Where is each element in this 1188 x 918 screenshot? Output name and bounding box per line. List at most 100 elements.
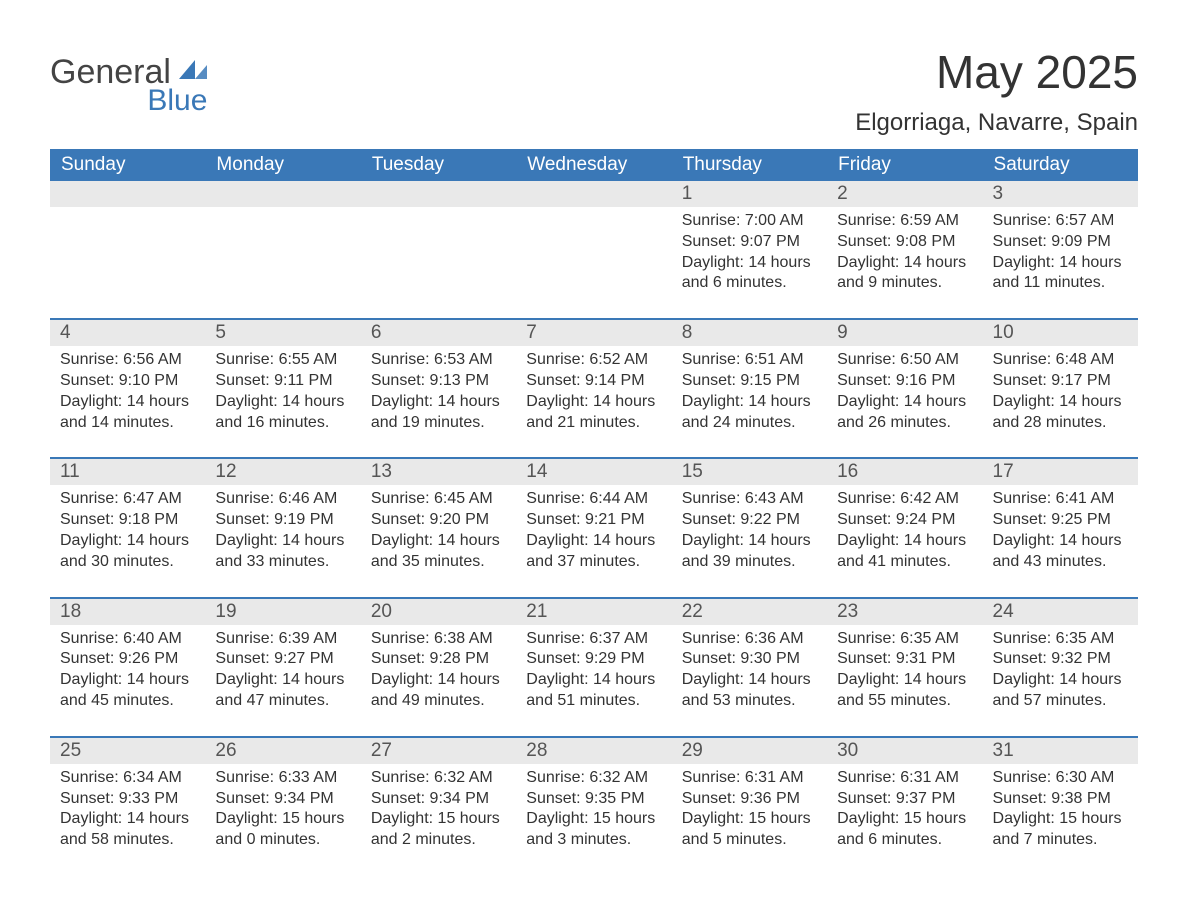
calendar-day: 5Sunrise: 6:55 AMSunset: 9:11 PMDaylight… bbox=[205, 320, 360, 439]
day-body: Sunrise: 6:40 AMSunset: 9:26 PMDaylight:… bbox=[50, 625, 205, 718]
sunset-line: Sunset: 9:27 PM bbox=[215, 649, 350, 670]
sunrise-line: Sunrise: 6:51 AM bbox=[682, 350, 817, 371]
day-body: Sunrise: 6:48 AMSunset: 9:17 PMDaylight:… bbox=[983, 346, 1138, 439]
sunset-line: Sunset: 9:09 PM bbox=[993, 232, 1128, 253]
calendar-day: 2Sunrise: 6:59 AMSunset: 9:08 PMDaylight… bbox=[827, 181, 982, 300]
day-body: Sunrise: 6:42 AMSunset: 9:24 PMDaylight:… bbox=[827, 485, 982, 578]
day-body: Sunrise: 6:44 AMSunset: 9:21 PMDaylight:… bbox=[516, 485, 671, 578]
daylight-line: Daylight: 14 hours and 45 minutes. bbox=[60, 670, 195, 712]
daylight-line: Daylight: 14 hours and 47 minutes. bbox=[215, 670, 350, 712]
day-number: 11 bbox=[50, 459, 205, 485]
daylight-line: Daylight: 14 hours and 51 minutes. bbox=[526, 670, 661, 712]
weekday-header: Wednesday bbox=[516, 149, 671, 181]
logo-triangle-icon bbox=[179, 57, 209, 84]
daylight-line: Daylight: 14 hours and 19 minutes. bbox=[371, 392, 506, 434]
sunset-line: Sunset: 9:37 PM bbox=[837, 789, 972, 810]
sunset-line: Sunset: 9:22 PM bbox=[682, 510, 817, 531]
day-body: Sunrise: 6:51 AMSunset: 9:15 PMDaylight:… bbox=[672, 346, 827, 439]
calendar-day: 4Sunrise: 6:56 AMSunset: 9:10 PMDaylight… bbox=[50, 320, 205, 439]
sunset-line: Sunset: 9:29 PM bbox=[526, 649, 661, 670]
sunset-line: Sunset: 9:10 PM bbox=[60, 371, 195, 392]
day-number: 21 bbox=[516, 599, 671, 625]
sunrise-line: Sunrise: 6:45 AM bbox=[371, 489, 506, 510]
day-body: Sunrise: 6:50 AMSunset: 9:16 PMDaylight:… bbox=[827, 346, 982, 439]
sunset-line: Sunset: 9:35 PM bbox=[526, 789, 661, 810]
sunrise-line: Sunrise: 6:53 AM bbox=[371, 350, 506, 371]
header: General Blue May 2025 Elgorriaga, Navarr… bbox=[50, 45, 1138, 137]
daylight-line: Daylight: 14 hours and 58 minutes. bbox=[60, 809, 195, 851]
weekday-header: Tuesday bbox=[361, 149, 516, 181]
sunrise-line: Sunrise: 6:40 AM bbox=[60, 629, 195, 650]
daylight-line: Daylight: 14 hours and 14 minutes. bbox=[60, 392, 195, 434]
calendar-day: 26Sunrise: 6:33 AMSunset: 9:34 PMDayligh… bbox=[205, 738, 360, 857]
calendar-day: 22Sunrise: 6:36 AMSunset: 9:30 PMDayligh… bbox=[672, 599, 827, 718]
daylight-line: Daylight: 14 hours and 49 minutes. bbox=[371, 670, 506, 712]
daylight-line: Daylight: 14 hours and 30 minutes. bbox=[60, 531, 195, 573]
day-number: 26 bbox=[205, 738, 360, 764]
calendar-week: 25Sunrise: 6:34 AMSunset: 9:33 PMDayligh… bbox=[50, 736, 1138, 857]
sunset-line: Sunset: 9:07 PM bbox=[682, 232, 817, 253]
calendar-day: 28Sunrise: 6:32 AMSunset: 9:35 PMDayligh… bbox=[516, 738, 671, 857]
day-body: Sunrise: 6:45 AMSunset: 9:20 PMDaylight:… bbox=[361, 485, 516, 578]
calendar-day: 23Sunrise: 6:35 AMSunset: 9:31 PMDayligh… bbox=[827, 599, 982, 718]
sunset-line: Sunset: 9:38 PM bbox=[993, 789, 1128, 810]
day-number: 14 bbox=[516, 459, 671, 485]
calendar: SundayMondayTuesdayWednesdayThursdayFrid… bbox=[50, 149, 1138, 857]
day-number: 2 bbox=[827, 181, 982, 207]
calendar-day: 3Sunrise: 6:57 AMSunset: 9:09 PMDaylight… bbox=[983, 181, 1138, 300]
calendar-day: 6Sunrise: 6:53 AMSunset: 9:13 PMDaylight… bbox=[361, 320, 516, 439]
logo: General Blue bbox=[50, 45, 209, 118]
sunrise-line: Sunrise: 6:34 AM bbox=[60, 768, 195, 789]
daylight-line: Daylight: 14 hours and 11 minutes. bbox=[993, 253, 1128, 295]
sunset-line: Sunset: 9:08 PM bbox=[837, 232, 972, 253]
calendar-week: ....1Sunrise: 7:00 AMSunset: 9:07 PMDayl… bbox=[50, 181, 1138, 300]
sunset-line: Sunset: 9:34 PM bbox=[371, 789, 506, 810]
day-number: 16 bbox=[827, 459, 982, 485]
sunset-line: Sunset: 9:21 PM bbox=[526, 510, 661, 531]
sunrise-line: Sunrise: 6:48 AM bbox=[993, 350, 1128, 371]
sunrise-line: Sunrise: 6:32 AM bbox=[526, 768, 661, 789]
daylight-line: Daylight: 14 hours and 24 minutes. bbox=[682, 392, 817, 434]
calendar-day: 31Sunrise: 6:30 AMSunset: 9:38 PMDayligh… bbox=[983, 738, 1138, 857]
day-number: 13 bbox=[361, 459, 516, 485]
day-number: 9 bbox=[827, 320, 982, 346]
day-number: 29 bbox=[672, 738, 827, 764]
day-body: Sunrise: 6:35 AMSunset: 9:31 PMDaylight:… bbox=[827, 625, 982, 718]
sunset-line: Sunset: 9:26 PM bbox=[60, 649, 195, 670]
day-number: 19 bbox=[205, 599, 360, 625]
day-number: . bbox=[516, 181, 671, 207]
calendar-day: . bbox=[516, 181, 671, 300]
calendar-day: 25Sunrise: 6:34 AMSunset: 9:33 PMDayligh… bbox=[50, 738, 205, 857]
day-number: 17 bbox=[983, 459, 1138, 485]
sunset-line: Sunset: 9:28 PM bbox=[371, 649, 506, 670]
day-number: 22 bbox=[672, 599, 827, 625]
day-number: 30 bbox=[827, 738, 982, 764]
daylight-line: Daylight: 14 hours and 53 minutes. bbox=[682, 670, 817, 712]
daylight-line: Daylight: 14 hours and 26 minutes. bbox=[837, 392, 972, 434]
calendar-day: 21Sunrise: 6:37 AMSunset: 9:29 PMDayligh… bbox=[516, 599, 671, 718]
calendar-day: 19Sunrise: 6:39 AMSunset: 9:27 PMDayligh… bbox=[205, 599, 360, 718]
weekday-header-row: SundayMondayTuesdayWednesdayThursdayFrid… bbox=[50, 149, 1138, 181]
daylight-line: Daylight: 15 hours and 2 minutes. bbox=[371, 809, 506, 851]
calendar-grid: ....1Sunrise: 7:00 AMSunset: 9:07 PMDayl… bbox=[50, 181, 1138, 857]
day-body: Sunrise: 6:36 AMSunset: 9:30 PMDaylight:… bbox=[672, 625, 827, 718]
sunset-line: Sunset: 9:16 PM bbox=[837, 371, 972, 392]
day-number: 28 bbox=[516, 738, 671, 764]
calendar-day: 17Sunrise: 6:41 AMSunset: 9:25 PMDayligh… bbox=[983, 459, 1138, 578]
calendar-day: 18Sunrise: 6:40 AMSunset: 9:26 PMDayligh… bbox=[50, 599, 205, 718]
day-body: Sunrise: 6:56 AMSunset: 9:10 PMDaylight:… bbox=[50, 346, 205, 439]
day-body: Sunrise: 6:47 AMSunset: 9:18 PMDaylight:… bbox=[50, 485, 205, 578]
day-body: Sunrise: 6:43 AMSunset: 9:22 PMDaylight:… bbox=[672, 485, 827, 578]
day-number: 5 bbox=[205, 320, 360, 346]
day-body: Sunrise: 6:34 AMSunset: 9:33 PMDaylight:… bbox=[50, 764, 205, 857]
day-number: 6 bbox=[361, 320, 516, 346]
sunrise-line: Sunrise: 6:35 AM bbox=[837, 629, 972, 650]
title-block: May 2025 Elgorriaga, Navarre, Spain bbox=[855, 45, 1138, 137]
day-number: 3 bbox=[983, 181, 1138, 207]
sunrise-line: Sunrise: 6:31 AM bbox=[682, 768, 817, 789]
sunset-line: Sunset: 9:20 PM bbox=[371, 510, 506, 531]
sunrise-line: Sunrise: 6:46 AM bbox=[215, 489, 350, 510]
calendar-day: 10Sunrise: 6:48 AMSunset: 9:17 PMDayligh… bbox=[983, 320, 1138, 439]
sunrise-line: Sunrise: 6:38 AM bbox=[371, 629, 506, 650]
day-number: 25 bbox=[50, 738, 205, 764]
